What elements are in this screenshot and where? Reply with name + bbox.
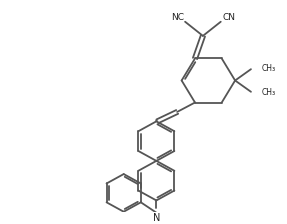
Text: CN: CN [222, 13, 235, 22]
Text: CH₃: CH₃ [262, 64, 276, 73]
Text: CH₃: CH₃ [262, 88, 276, 97]
Text: NC: NC [171, 13, 184, 22]
Text: N: N [153, 213, 160, 223]
